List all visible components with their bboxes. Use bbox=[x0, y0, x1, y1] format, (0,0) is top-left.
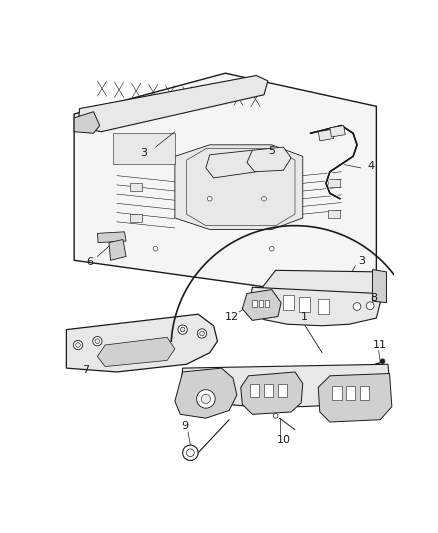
Text: 5: 5 bbox=[268, 146, 275, 156]
Bar bbox=[299, 296, 310, 312]
Polygon shape bbox=[318, 374, 392, 422]
Bar bbox=[250, 384, 259, 398]
Text: 4: 4 bbox=[367, 160, 374, 171]
Bar bbox=[264, 384, 273, 398]
Circle shape bbox=[261, 196, 266, 201]
Polygon shape bbox=[247, 147, 291, 172]
Circle shape bbox=[73, 341, 83, 350]
Text: 7: 7 bbox=[82, 366, 89, 375]
Circle shape bbox=[178, 325, 187, 334]
Bar bbox=[328, 180, 340, 187]
Text: 8: 8 bbox=[371, 293, 378, 303]
Circle shape bbox=[180, 327, 185, 332]
Polygon shape bbox=[109, 239, 126, 260]
Bar bbox=[318, 299, 329, 314]
Polygon shape bbox=[78, 76, 268, 132]
Text: 9: 9 bbox=[181, 421, 188, 431]
Bar bbox=[265, 300, 269, 308]
Text: 12: 12 bbox=[224, 311, 239, 321]
Circle shape bbox=[198, 329, 207, 338]
Text: 3: 3 bbox=[140, 148, 147, 158]
Circle shape bbox=[269, 246, 274, 251]
Bar bbox=[332, 386, 342, 400]
Polygon shape bbox=[97, 232, 126, 243]
Bar bbox=[283, 295, 294, 310]
Bar bbox=[130, 183, 142, 191]
Text: 6: 6 bbox=[86, 257, 93, 267]
Bar bbox=[278, 384, 287, 398]
Bar bbox=[328, 210, 340, 218]
Polygon shape bbox=[242, 289, 281, 320]
Polygon shape bbox=[175, 368, 237, 418]
Polygon shape bbox=[74, 112, 100, 133]
Polygon shape bbox=[113, 133, 175, 164]
Polygon shape bbox=[74, 73, 376, 291]
Bar bbox=[258, 300, 263, 308]
Text: 3: 3 bbox=[358, 256, 365, 266]
Circle shape bbox=[93, 336, 102, 346]
Polygon shape bbox=[248, 287, 380, 326]
Bar bbox=[360, 386, 369, 400]
Bar bbox=[318, 130, 334, 141]
Circle shape bbox=[273, 414, 278, 418]
Polygon shape bbox=[67, 314, 218, 372]
Bar bbox=[330, 125, 345, 137]
Bar bbox=[346, 386, 356, 400]
Text: 11: 11 bbox=[373, 340, 387, 350]
Circle shape bbox=[153, 246, 158, 251]
Circle shape bbox=[201, 394, 211, 403]
Circle shape bbox=[183, 445, 198, 461]
Polygon shape bbox=[262, 270, 380, 299]
Circle shape bbox=[200, 331, 204, 336]
Polygon shape bbox=[97, 337, 175, 367]
Circle shape bbox=[366, 302, 374, 310]
Circle shape bbox=[380, 359, 385, 364]
Polygon shape bbox=[241, 372, 303, 414]
Text: 1: 1 bbox=[301, 311, 308, 321]
Text: 10: 10 bbox=[276, 435, 290, 445]
Circle shape bbox=[76, 343, 80, 348]
Circle shape bbox=[187, 449, 194, 457]
Circle shape bbox=[208, 196, 212, 201]
Polygon shape bbox=[206, 150, 260, 178]
Bar bbox=[130, 214, 142, 222]
Circle shape bbox=[353, 303, 361, 310]
Polygon shape bbox=[372, 270, 386, 303]
Polygon shape bbox=[175, 145, 303, 230]
Polygon shape bbox=[180, 364, 389, 407]
Circle shape bbox=[197, 390, 215, 408]
Circle shape bbox=[95, 339, 100, 343]
Bar bbox=[252, 300, 257, 308]
